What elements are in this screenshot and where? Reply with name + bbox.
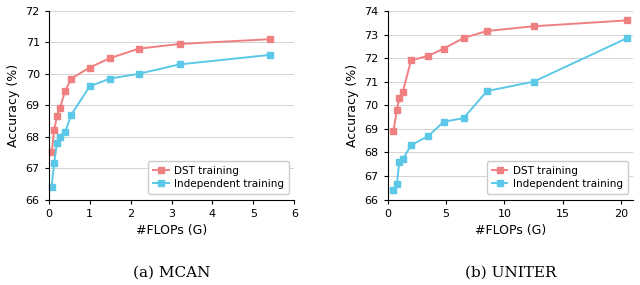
Independent training xyxy=(176,63,184,66)
Independent training xyxy=(106,77,114,80)
Independent training xyxy=(51,162,58,165)
Independent training xyxy=(399,158,406,161)
Independent training xyxy=(266,53,273,57)
DST training xyxy=(393,108,401,112)
DST training xyxy=(530,25,538,28)
DST training xyxy=(623,19,631,22)
Independent training xyxy=(135,72,143,76)
DST training xyxy=(396,96,403,100)
Text: (b) UNITER: (b) UNITER xyxy=(465,265,556,279)
DST training xyxy=(483,29,491,33)
Independent training xyxy=(393,182,401,186)
DST training xyxy=(460,36,467,40)
DST training xyxy=(51,129,58,132)
DST training xyxy=(176,42,184,46)
DST training xyxy=(61,89,69,93)
DST training xyxy=(48,151,56,154)
DST training xyxy=(106,56,114,60)
Independent training xyxy=(390,188,397,192)
Independent training xyxy=(623,36,631,40)
X-axis label: #FLOPs (G): #FLOPs (G) xyxy=(136,224,207,237)
Independent training xyxy=(424,134,432,138)
X-axis label: #FLOPs (G): #FLOPs (G) xyxy=(475,224,546,237)
DST training xyxy=(67,77,75,80)
DST training xyxy=(266,38,273,41)
Legend: DST training, Independent training: DST training, Independent training xyxy=(148,161,289,194)
DST training xyxy=(407,59,415,62)
Independent training xyxy=(483,89,491,93)
Independent training xyxy=(48,185,56,189)
DST training xyxy=(53,115,61,118)
Line: DST training: DST training xyxy=(390,18,630,134)
Y-axis label: Accuracy (%): Accuracy (%) xyxy=(7,64,20,147)
DST training xyxy=(135,47,143,50)
Text: (a) MCAN: (a) MCAN xyxy=(133,265,210,279)
Independent training xyxy=(56,135,63,138)
Independent training xyxy=(440,120,447,123)
Line: Independent training: Independent training xyxy=(390,35,630,193)
Y-axis label: Accuracy (%): Accuracy (%) xyxy=(346,64,359,147)
Independent training xyxy=(407,144,415,147)
Line: DST training: DST training xyxy=(49,36,273,155)
Line: Independent training: Independent training xyxy=(49,52,273,190)
DST training xyxy=(424,54,432,58)
Independent training xyxy=(67,113,75,116)
Legend: DST training, Independent training: DST training, Independent training xyxy=(486,161,628,194)
Independent training xyxy=(61,130,69,134)
DST training xyxy=(56,107,63,110)
DST training xyxy=(86,66,93,69)
Independent training xyxy=(530,80,538,84)
DST training xyxy=(390,129,397,133)
Independent training xyxy=(460,117,467,120)
Independent training xyxy=(53,141,61,145)
Independent training xyxy=(86,85,93,88)
DST training xyxy=(399,91,406,94)
Independent training xyxy=(396,160,403,164)
DST training xyxy=(440,47,447,50)
